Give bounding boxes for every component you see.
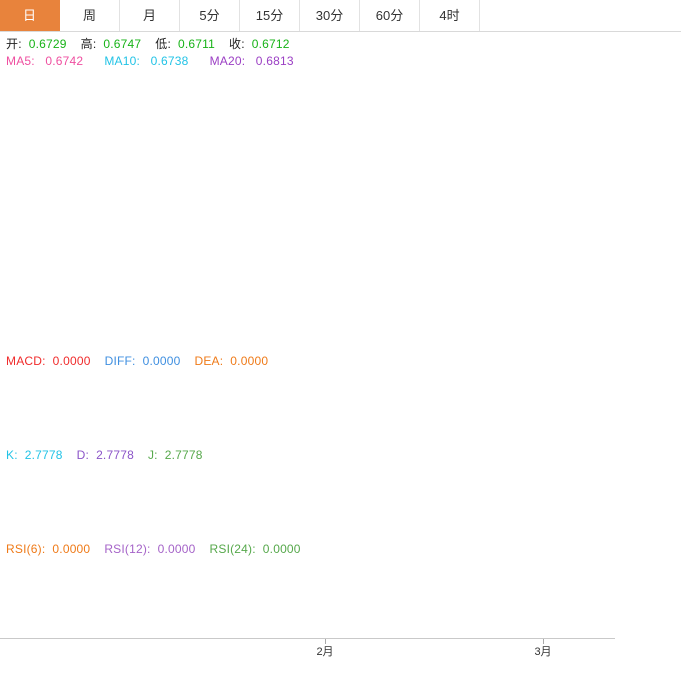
macd-value: MACD: 0.0000 xyxy=(6,354,91,368)
ma-legend: MA5: 0.6742 MA10: 0.6738 MA20: 0.6813 xyxy=(6,54,308,68)
tab-label: 日 xyxy=(22,8,36,23)
ohlc-close: 收: 0.6712 xyxy=(229,37,290,51)
tab-label: 60分 xyxy=(375,8,404,23)
rsi12-value: RSI(12): 0.0000 xyxy=(104,542,196,556)
tab-month[interactable]: 月 xyxy=(120,0,180,31)
tab-label: 5分 xyxy=(199,8,220,23)
tab-label: 30分 xyxy=(315,8,344,23)
x-axis: 2月 3月 xyxy=(0,638,615,664)
tab-week[interactable]: 周 xyxy=(60,0,120,31)
x-axis-tick xyxy=(543,639,544,644)
tabbar-filler xyxy=(480,0,681,31)
ma20-legend: MA20: 0.6813 xyxy=(209,54,294,68)
tab-label: 周 xyxy=(82,8,96,23)
dea-value: DEA: 0.0000 xyxy=(194,354,269,368)
tab-label: 月 xyxy=(142,8,156,23)
diff-value: DIFF: 0.0000 xyxy=(104,354,181,368)
x-axis-tick xyxy=(325,639,326,644)
ohlc-high: 高: 0.6747 xyxy=(80,37,142,51)
price-legend: 开: 0.6729 高: 0.6747 低: 0.6711 收: 0.6712 MA5: 0.… xyxy=(6,35,315,68)
x-axis-label: 2月 xyxy=(316,646,334,658)
tab-tf3[interactable]: 5分 xyxy=(180,0,240,31)
ohlc-low: 低: 0.6711 xyxy=(155,37,216,51)
tab-tf4[interactable]: 15分 xyxy=(240,0,300,31)
x-axis-label: 3月 xyxy=(534,646,552,658)
rsi24-value: RSI(24): 0.0000 xyxy=(209,542,301,556)
tab-tf6[interactable]: 60分 xyxy=(360,0,420,31)
ma10-legend: MA10: 0.6738 xyxy=(104,54,189,68)
tab-label: 4时 xyxy=(439,8,460,23)
rsi6-value: RSI(6): 0.0000 xyxy=(6,542,91,556)
kdj-d-value: D: 2.7778 xyxy=(76,448,134,462)
macd-legend: MACD: 0.0000 DIFF: 0.0000 DEA: 0.0000 xyxy=(6,354,282,368)
ma5-legend: MA5: 0.6742 xyxy=(6,54,84,68)
chart-area: 开: 0.6729 高: 0.6747 低: 0.6711 收: 0.6712 MA5: 0.… xyxy=(0,32,681,676)
ohlc-open: 开: 0.6729 xyxy=(6,37,67,51)
tab-day[interactable]: 日 xyxy=(0,0,60,31)
tab-tf5[interactable]: 30分 xyxy=(300,0,360,31)
tab-tf7[interactable]: 4时 xyxy=(420,0,480,31)
kdj-j-value: J: 2.7778 xyxy=(147,448,203,462)
timeframe-tabbar: 日 周 月 5分 15分 30分 60分 4时 xyxy=(0,0,681,32)
kdj-k-value: K: 2.7778 xyxy=(6,448,63,462)
rsi-legend: RSI(6): 0.0000 RSI(12): 0.0000 RSI(24): 0.000… xyxy=(6,542,315,556)
tab-label: 15分 xyxy=(255,8,284,23)
kdj-legend: K: 2.7778 D: 2.7778 J: 2.7778 xyxy=(6,448,217,462)
